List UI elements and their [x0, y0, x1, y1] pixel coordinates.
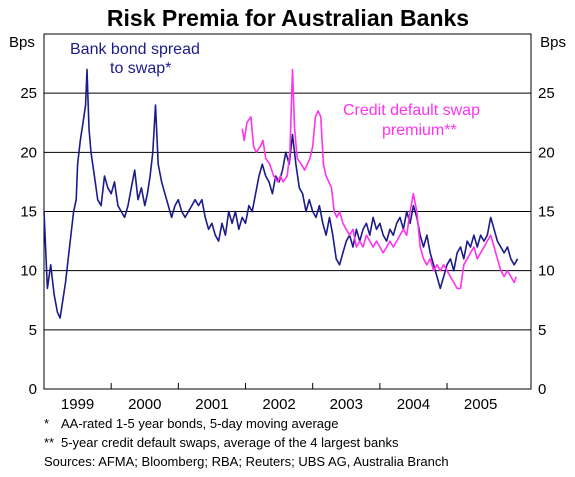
series-label-bond-line1: Bank bond spread: [70, 41, 200, 58]
x-tick-label-2002: 2002: [262, 396, 295, 410]
y-tick-right-10: 10: [538, 263, 555, 280]
chart: Risk Premia for Australian Banks Bps Bps…: [9, 5, 566, 410]
y-tick-right-0: 0: [538, 381, 546, 398]
footnote-1: * AA-rated 1-5 year bonds, 5-day moving …: [44, 414, 564, 433]
y-tick-left-10: 10: [20, 263, 37, 280]
y-tick-left-25: 25: [20, 85, 37, 102]
footnote-2-mark: **: [44, 435, 55, 450]
y-tick-right-5: 5: [538, 322, 546, 339]
sources-text: Sources: AFMA; Bloomberg; RBA; Reuters; …: [44, 454, 449, 469]
x-tick-label-2003: 2003: [330, 396, 363, 410]
footnote-1-mark: *: [44, 416, 50, 431]
x-ticks: 1999 2000 2001 2002 2003 2004 2005: [61, 383, 497, 410]
series-label-cds-line1: Credit default swap: [343, 102, 480, 119]
footnote-1-text: AA-rated 1-5 year bonds, 5-day moving av…: [61, 416, 339, 431]
series-label-cds-line2: premium**: [382, 122, 457, 139]
x-tick-label-2001: 2001: [195, 396, 228, 410]
y-ticks-left: 0 5 10 15 20 25: [20, 85, 37, 398]
x-tick-label-2000: 2000: [128, 396, 161, 410]
sources-line: Sources: AFMA; Bloomberg; RBA; Reuters; …: [44, 452, 564, 471]
chart-notes: * AA-rated 1-5 year bonds, 5-day moving …: [44, 414, 564, 471]
series-label-bond-line2: to swap*: [110, 60, 171, 77]
y-tick-left-20: 20: [20, 144, 37, 161]
y-tick-left-15: 15: [20, 204, 37, 221]
x-tick-label-1999: 1999: [61, 396, 94, 410]
series-line-bank-bond-spread: [43, 68, 519, 319]
y-tick-right-25: 25: [538, 85, 555, 102]
y-ticks-right: 0 5 10 15 20 25: [538, 85, 555, 398]
footnote-2-text: 5-year credit default swaps, average of …: [61, 435, 399, 450]
series-lines: [43, 68, 519, 319]
y-tick-right-20: 20: [538, 144, 555, 161]
y-axis-units-left: Bps: [9, 34, 35, 51]
x-tick-label-2004: 2004: [397, 396, 430, 410]
chart-title: Risk Premia for Australian Banks: [107, 5, 469, 31]
y-axis-units-right: Bps: [540, 34, 566, 51]
y-tick-right-15: 15: [538, 204, 555, 221]
footnote-2: ** 5-year credit default swaps, average …: [44, 433, 564, 452]
gridlines: [44, 92, 531, 331]
y-tick-left-0: 0: [29, 381, 37, 398]
series-line-credit-default-swap: [241, 68, 517, 290]
x-tick-label-2005: 2005: [464, 396, 497, 410]
y-tick-left-5: 5: [29, 322, 37, 339]
